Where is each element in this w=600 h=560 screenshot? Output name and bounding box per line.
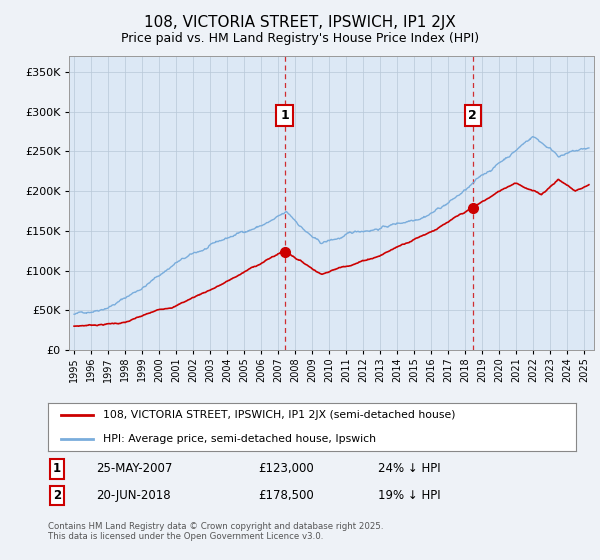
Text: £123,000: £123,000 — [258, 462, 314, 475]
Text: 19% ↓ HPI: 19% ↓ HPI — [378, 489, 440, 502]
Text: 25-MAY-2007: 25-MAY-2007 — [96, 462, 172, 475]
Text: 1: 1 — [53, 462, 61, 475]
Text: Price paid vs. HM Land Registry's House Price Index (HPI): Price paid vs. HM Land Registry's House … — [121, 32, 479, 45]
Text: 20-JUN-2018: 20-JUN-2018 — [96, 489, 170, 502]
Text: 2: 2 — [53, 489, 61, 502]
Text: 2: 2 — [469, 109, 477, 122]
Text: 108, VICTORIA STREET, IPSWICH, IP1 2JX: 108, VICTORIA STREET, IPSWICH, IP1 2JX — [144, 15, 456, 30]
Text: 24% ↓ HPI: 24% ↓ HPI — [378, 462, 440, 475]
Text: 108, VICTORIA STREET, IPSWICH, IP1 2JX (semi-detached house): 108, VICTORIA STREET, IPSWICH, IP1 2JX (… — [103, 410, 456, 420]
Text: HPI: Average price, semi-detached house, Ipswich: HPI: Average price, semi-detached house,… — [103, 434, 376, 444]
Text: Contains HM Land Registry data © Crown copyright and database right 2025.
This d: Contains HM Land Registry data © Crown c… — [48, 522, 383, 542]
Text: 1: 1 — [280, 109, 289, 122]
Text: £178,500: £178,500 — [258, 489, 314, 502]
